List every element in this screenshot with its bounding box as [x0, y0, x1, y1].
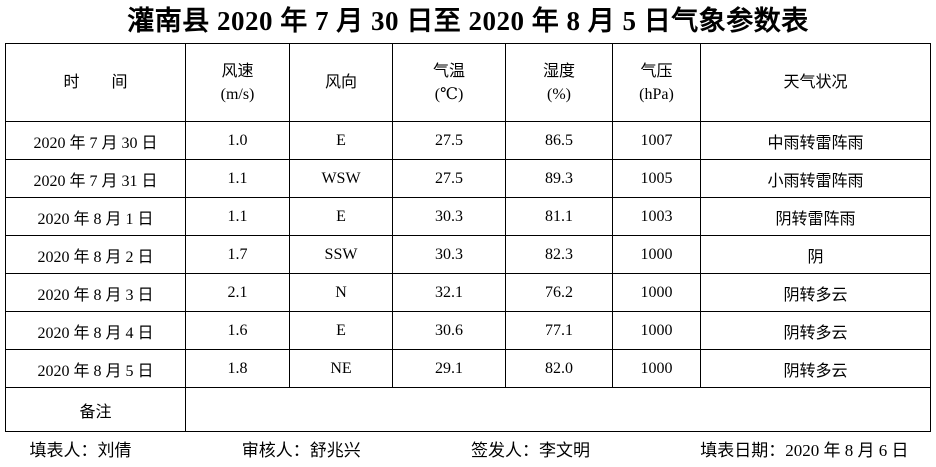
wind-speed-cell: 1.1	[185, 197, 290, 236]
col-header-humidity-label: 湿度	[542, 62, 575, 80]
temperature-cell: 32.1	[392, 273, 506, 312]
table-row: 2020 年 8 月 4 日 1.6 E 30.6 77.1 1000 阴转多云	[5, 311, 931, 350]
table-header: 时 间 风速 (m/s) 风向 气温 (℃) 湿度 (%) 气压 (hPa) 天气状况	[5, 43, 931, 122]
wind-speed-cell: 1.7	[185, 235, 290, 274]
humidity-cell: 77.1	[505, 311, 613, 350]
pressure-cell: 1000	[612, 311, 701, 350]
pressure-cell: 1000	[612, 273, 701, 312]
col-header-temperature-label: 气温	[432, 62, 465, 80]
wind-speed-cell: 1.0	[185, 121, 290, 160]
date-cell: 2020 年 8 月 4 日	[5, 311, 186, 350]
temperature-cell: 27.5	[392, 121, 506, 160]
weather-cell: 阴转雷阵雨	[700, 197, 931, 236]
temperature-cell: 30.3	[392, 235, 506, 274]
col-header-wind-direction-label: 风向	[324, 74, 357, 91]
page-title: 灌南县 2020 年 7 月 30 日至 2020 年 8 月 5 日气象参数表	[127, 6, 809, 36]
col-header-temperature-unit: (℃)	[434, 85, 464, 103]
col-header-humidity: 湿度 (%)	[505, 43, 613, 122]
signature-footer: 填表人：刘倩 审核人：舒兆兴 签发人：李文明 填表日期：2020 年 8 月 6…	[6, 440, 931, 462]
wind-direction-cell: SSW	[289, 235, 393, 274]
temperature-cell: 30.6	[392, 311, 506, 350]
pressure-cell: 1003	[612, 197, 701, 236]
col-header-wind-speed-unit: (m/s)	[220, 85, 255, 103]
humidity-cell: 76.2	[505, 273, 613, 312]
wind-direction-cell: E	[289, 197, 393, 236]
col-header-weather-label: 天气状况	[783, 74, 848, 91]
col-header-humidity-unit: (%)	[547, 85, 571, 103]
col-header-time: 时 间	[5, 43, 186, 122]
col-header-pressure-unit: (hPa)	[639, 85, 674, 103]
col-header-weather: 天气状况	[700, 43, 931, 122]
wind-speed-cell: 1.8	[185, 349, 290, 388]
weather-table: 时 间 风速 (m/s) 风向 气温 (℃) 湿度 (%) 气压 (hPa) 天气状况 …	[5, 43, 931, 432]
date-cell: 2020 年 8 月 2 日	[5, 235, 186, 274]
pressure-cell: 1000	[612, 349, 701, 388]
table-row: 2020 年 8 月 2 日 1.7 SSW 30.3 82.3 1000 阴	[5, 235, 931, 274]
weather-cell: 阴转多云	[700, 273, 931, 312]
temperature-cell: 29.1	[392, 349, 506, 388]
wind-speed-cell: 2.1	[185, 273, 290, 312]
remarks-label-cell: 备注	[5, 387, 186, 432]
weather-cell: 中雨转雷阵雨	[700, 121, 931, 160]
humidity-cell: 82.0	[505, 349, 613, 388]
col-header-wind-direction: 风向	[289, 43, 393, 122]
issuer-label: 签发人：李文明	[471, 441, 590, 460]
table-row: 2020 年 7 月 30 日 1.0 E 27.5 86.5 1007 中雨转…	[5, 121, 931, 160]
table-row: 2020 年 7 月 31 日 1.1 WSW 27.5 89.3 1005 小…	[5, 159, 931, 198]
wind-speed-cell: 1.1	[185, 159, 290, 198]
wind-direction-cell: NE	[289, 349, 393, 388]
weather-cell: 阴	[700, 235, 931, 274]
date-cell: 2020 年 8 月 1 日	[5, 197, 186, 236]
wind-direction-cell: WSW	[289, 159, 393, 198]
date-cell: 2020 年 7 月 30 日	[5, 121, 186, 160]
humidity-cell: 82.3	[505, 235, 613, 274]
date-cell: 2020 年 8 月 3 日	[5, 273, 186, 312]
col-header-time-label: 时 间	[63, 74, 128, 91]
humidity-cell: 81.1	[505, 197, 613, 236]
wind-direction-cell: N	[289, 273, 393, 312]
fill-date-label: 填表日期：2020 年 8 月 6 日	[700, 441, 909, 460]
col-header-pressure-label: 气压	[640, 62, 673, 80]
preparer-label: 填表人：刘倩	[29, 441, 132, 460]
humidity-cell: 89.3	[505, 159, 613, 198]
header-row: 时 间 风速 (m/s) 风向 气温 (℃) 湿度 (%) 气压 (hPa) 天气状况	[5, 43, 931, 122]
weather-cell: 阴转多云	[700, 311, 931, 350]
table-row: 2020 年 8 月 3 日 2.1 N 32.1 76.2 1000 阴转多云	[5, 273, 931, 312]
table-body: 2020 年 7 月 30 日 1.0 E 27.5 86.5 1007 中雨转…	[5, 121, 931, 432]
col-header-pressure: 气压 (hPa)	[612, 43, 701, 122]
col-header-wind-speed: 风速 (m/s)	[185, 43, 290, 122]
pressure-cell: 1005	[612, 159, 701, 198]
col-header-temperature: 气温 (℃)	[392, 43, 506, 122]
remarks-row: 备注	[5, 387, 931, 432]
date-cell: 2020 年 8 月 5 日	[5, 349, 186, 388]
weather-cell: 小雨转雷阵雨	[700, 159, 931, 198]
wind-direction-cell: E	[289, 311, 393, 350]
table-row: 2020 年 8 月 5 日 1.8 NE 29.1 82.0 1000 阴转多…	[5, 349, 931, 388]
pressure-cell: 1000	[612, 235, 701, 274]
col-header-wind-speed-label: 风速	[221, 62, 254, 80]
date-cell: 2020 年 7 月 31 日	[5, 159, 186, 198]
weather-cell: 阴转多云	[700, 349, 931, 388]
reviewer-label: 审核人：舒兆兴	[241, 441, 361, 460]
temperature-cell: 27.5	[392, 159, 506, 198]
table-row: 2020 年 8 月 1 日 1.1 E 30.3 81.1 1003 阴转雷阵…	[5, 197, 931, 236]
pressure-cell: 1007	[612, 121, 701, 160]
temperature-cell: 30.3	[392, 197, 506, 236]
humidity-cell: 86.5	[505, 121, 613, 160]
remarks-value-cell	[185, 387, 931, 432]
wind-direction-cell: E	[289, 121, 393, 160]
wind-speed-cell: 1.6	[185, 311, 290, 350]
